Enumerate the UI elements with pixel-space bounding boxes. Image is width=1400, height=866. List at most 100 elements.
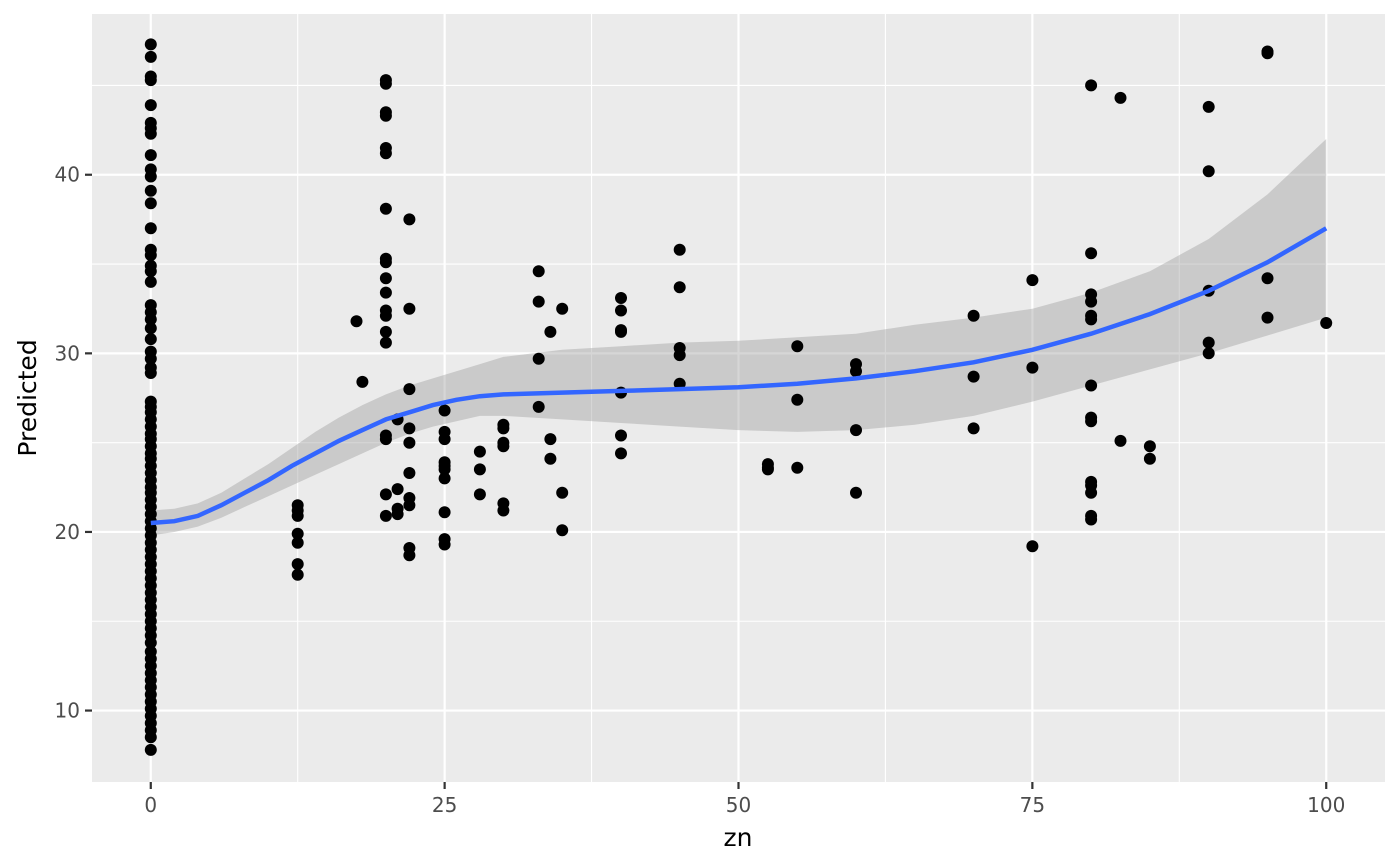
data-point — [379, 509, 392, 522]
data-point — [438, 404, 451, 417]
data-point — [556, 524, 569, 537]
data-point — [544, 433, 557, 446]
data-point — [1320, 317, 1333, 329]
data-point — [1085, 313, 1098, 326]
smooth-line — [150, 226, 1328, 526]
data-point — [1202, 347, 1215, 360]
data-point — [850, 365, 862, 378]
x-axis: 0 25 50 75 100 — [144, 782, 1345, 817]
data-point — [403, 302, 416, 315]
data-point — [403, 383, 416, 396]
data-point — [532, 400, 545, 413]
x-tick-label: 25 — [432, 793, 457, 817]
data-point — [291, 558, 304, 571]
data-point — [438, 538, 451, 551]
data-point — [673, 281, 686, 294]
x-tick-label: 0 — [144, 793, 157, 817]
data-point — [144, 127, 157, 140]
data-point — [1202, 165, 1215, 178]
x-axis-title: zn — [724, 823, 753, 852]
data-point — [144, 74, 157, 87]
data-point — [379, 202, 392, 215]
data-point — [497, 504, 510, 517]
data-point — [144, 99, 157, 112]
data-point — [850, 486, 862, 499]
data-point — [144, 265, 157, 278]
y-tick-label: 10 — [55, 699, 80, 723]
data-point — [144, 731, 157, 744]
data-point — [144, 367, 157, 379]
data-point — [403, 499, 416, 512]
data-point — [473, 463, 486, 476]
data-point — [673, 377, 686, 390]
data-point — [1114, 434, 1127, 447]
data-point — [967, 370, 980, 383]
data-point — [144, 197, 157, 210]
data-point — [379, 147, 392, 160]
data-point — [379, 77, 392, 90]
data-point — [1143, 452, 1156, 465]
data-point — [144, 352, 157, 365]
data-point — [1085, 79, 1098, 92]
data-point — [1026, 274, 1039, 287]
data-point — [438, 472, 451, 485]
x-tick-label: 50 — [726, 793, 751, 817]
data-point — [556, 486, 569, 499]
data-point — [144, 333, 157, 346]
y-axis-title: Predicted — [13, 339, 42, 456]
data-point — [144, 249, 157, 262]
data-point — [144, 275, 157, 288]
data-point — [850, 424, 862, 437]
data-point — [144, 313, 157, 326]
data-point — [291, 536, 304, 549]
data-point — [1261, 311, 1274, 324]
data-point — [544, 452, 557, 465]
data-point — [403, 422, 416, 435]
data-point — [1085, 415, 1098, 428]
data-point — [497, 440, 510, 453]
data-point — [556, 302, 569, 315]
points-layer — [144, 38, 1333, 756]
data-point — [379, 433, 392, 446]
data-point — [1114, 91, 1127, 104]
data-point — [1202, 336, 1215, 349]
data-point — [1026, 361, 1039, 374]
data-point — [1261, 272, 1274, 285]
data-point — [1026, 540, 1039, 553]
data-point — [1143, 440, 1156, 453]
data-point — [144, 222, 157, 235]
data-point — [391, 483, 404, 496]
data-point — [144, 38, 157, 51]
data-point — [403, 549, 416, 562]
data-point — [1085, 247, 1098, 260]
data-point — [1085, 486, 1098, 499]
data-point — [532, 295, 545, 308]
data-point — [291, 509, 304, 522]
data-point — [1202, 100, 1215, 113]
data-point — [144, 743, 157, 756]
data-point — [379, 286, 392, 299]
data-point — [473, 445, 486, 458]
x-tick-label: 75 — [1020, 793, 1045, 817]
data-point — [438, 463, 451, 476]
data-point — [791, 461, 804, 474]
data-point — [379, 256, 392, 269]
data-point — [438, 506, 451, 519]
data-point — [291, 527, 304, 540]
data-point — [1085, 513, 1098, 526]
data-point — [791, 393, 804, 406]
data-point — [403, 436, 416, 449]
data-point — [379, 336, 392, 349]
data-point — [144, 170, 157, 183]
data-point — [532, 352, 545, 365]
data-point — [291, 568, 304, 581]
data-point — [791, 340, 804, 353]
y-tick-label: 30 — [55, 341, 80, 365]
data-point — [144, 149, 157, 162]
y-tick-label: 40 — [55, 163, 80, 187]
data-point — [438, 433, 451, 446]
data-point — [532, 265, 545, 278]
data-point — [144, 636, 157, 649]
grid-major — [92, 14, 1385, 782]
